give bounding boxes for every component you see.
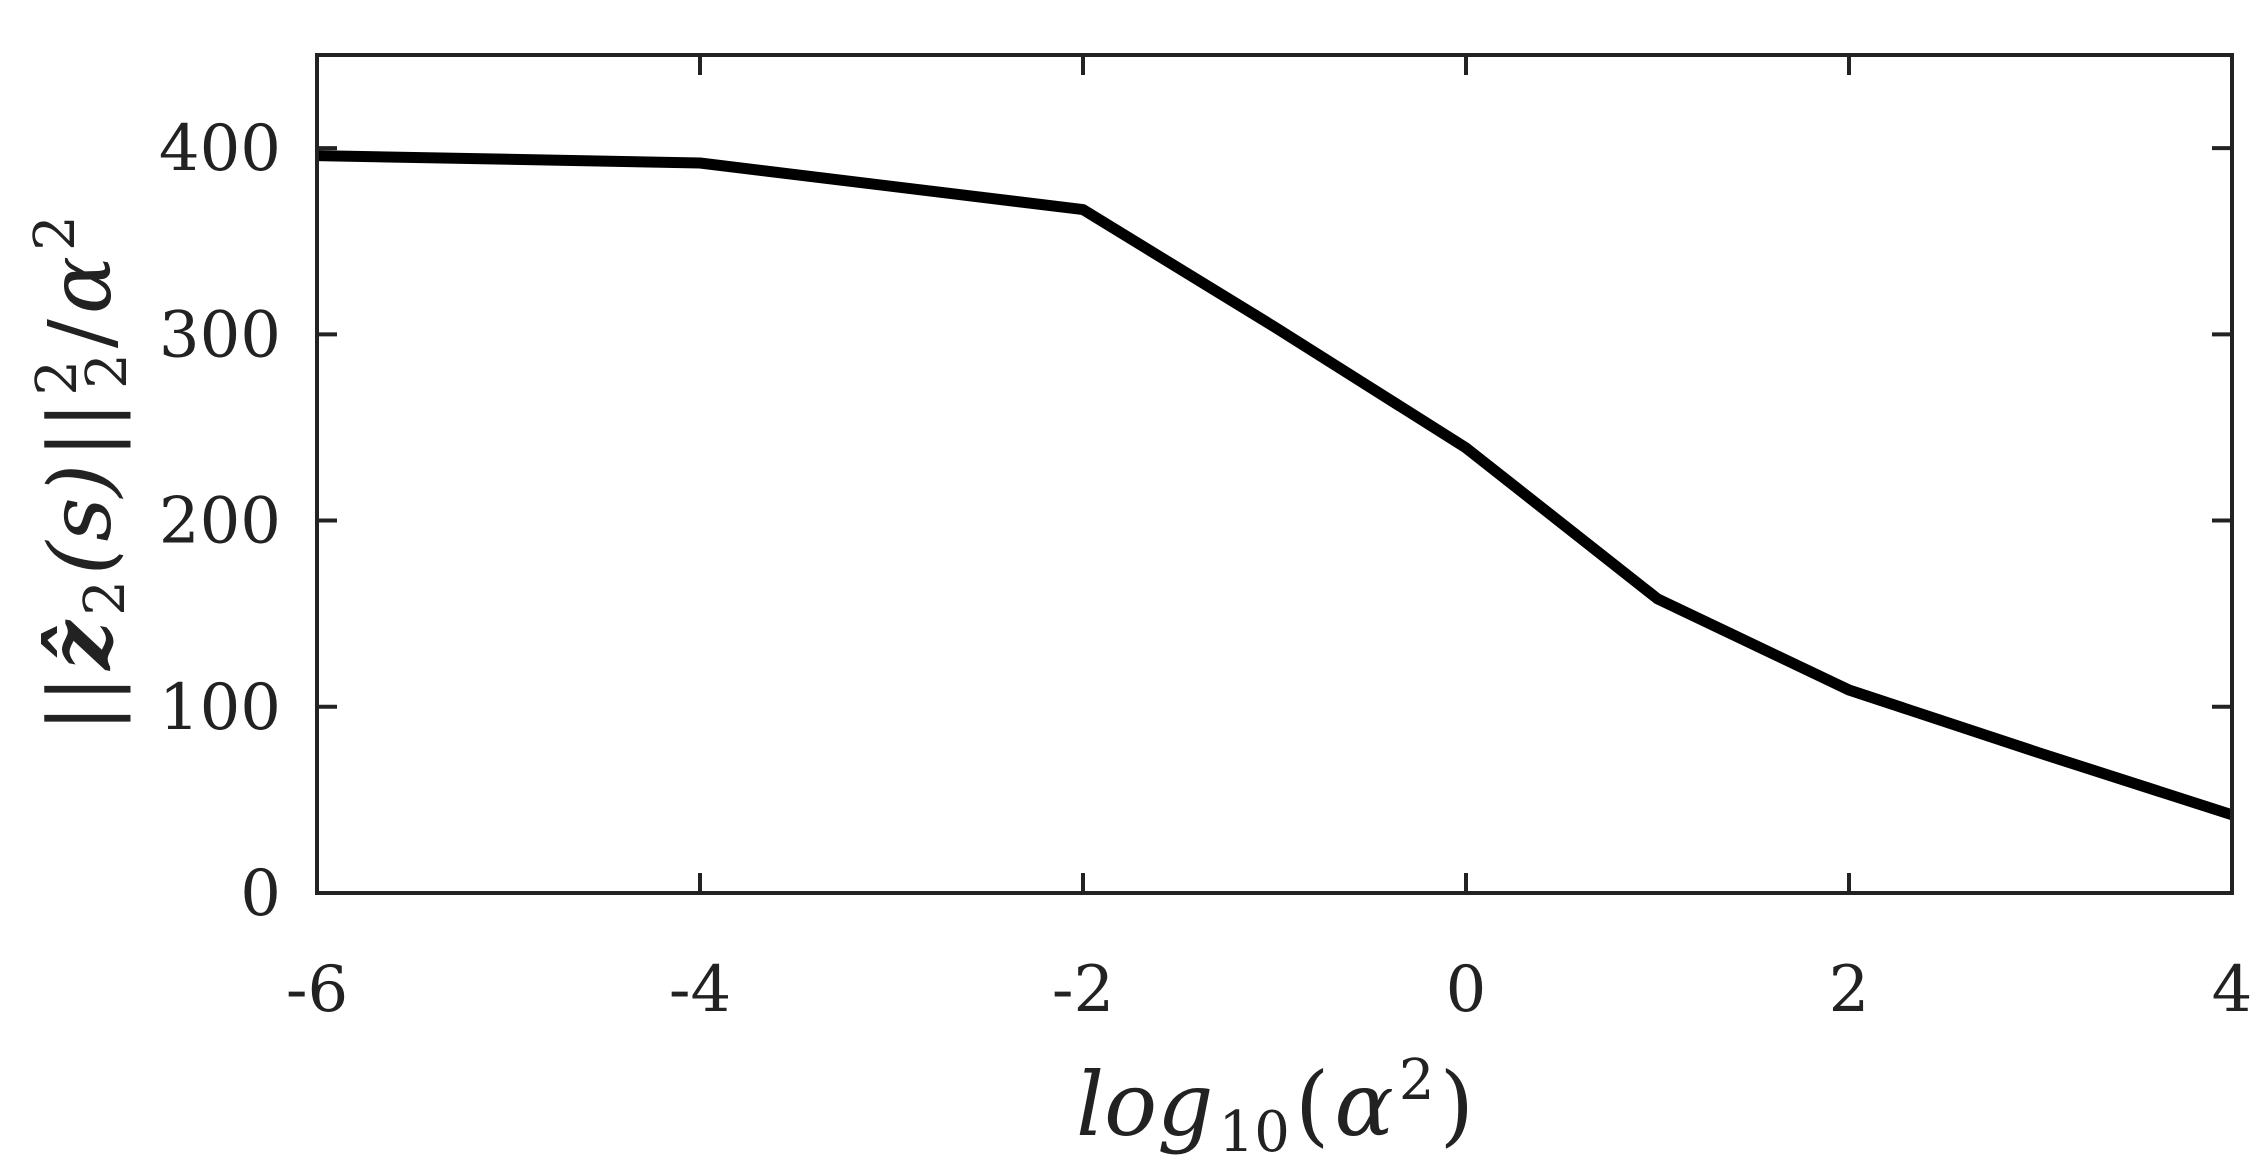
x-axis-label-sym: α <box>1334 1053 1393 1156</box>
plot-frame <box>315 53 2234 895</box>
y-tick-label-3: 300 <box>159 298 281 372</box>
series-layer <box>316 150 2234 821</box>
y-axis-label-sym: α <box>31 256 131 314</box>
y-axis-label-var-sub: 2 <box>73 580 138 616</box>
ticks-layer: -6 -4 -2 0 2 4 0 100 200 300 400 <box>159 55 2250 1027</box>
x-tick-label-1: -4 <box>669 953 731 1027</box>
x-axis-label-close: ) <box>1440 1053 1474 1156</box>
y-axis-label-norm-sub: 2 <box>75 353 140 389</box>
y-tick-label-2: 200 <box>159 485 281 559</box>
x-tick-label-0: -6 <box>286 953 348 1027</box>
x-axis-label-open: ( <box>1295 1053 1329 1156</box>
y-axis-label-sym-sup: 2 <box>23 215 88 251</box>
x-axis-label-sub: 10 <box>1219 1100 1290 1165</box>
series-line-0 <box>316 150 2234 821</box>
y-axis-label-var: ẑ <box>30 619 131 672</box>
x-axis-label: log 10 ( α 2 ) <box>1076 1048 1474 1165</box>
x-tick-label-2: -2 <box>1052 953 1114 1027</box>
y-axis-label-norm-open: || <box>31 675 131 733</box>
y-axis-label-divide: / <box>31 319 131 348</box>
y-axis-label-norm-sup: 2 <box>25 360 90 396</box>
x-axis-label-base: log <box>1076 1053 1213 1156</box>
y-axis-label: || ẑ 2 (s) || 2 2 / α 2 <box>23 215 140 732</box>
x-axis-label-sup: 2 <box>1399 1048 1435 1113</box>
y-tick-label-0: 0 <box>240 857 281 931</box>
x-tick-label-3: 0 <box>1446 953 1487 1027</box>
y-tick-label-1: 100 <box>159 671 281 745</box>
x-tick-label-4: 2 <box>1829 953 1870 1027</box>
y-axis-label-norm-close: || <box>31 401 131 459</box>
x-tick-label-5: 4 <box>2212 953 2250 1027</box>
y-tick-label-4: 400 <box>159 112 281 186</box>
y-axis-label-arg: (s) <box>31 464 131 575</box>
